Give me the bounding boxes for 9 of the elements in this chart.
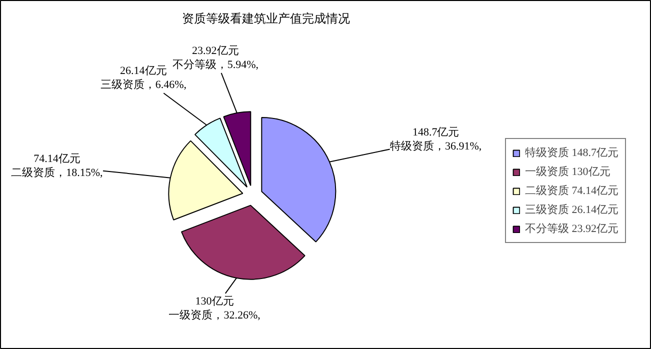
legend-label: 特级资质 148.7亿元 [525,146,618,160]
legend-label: 一级资质 130亿元 [525,165,610,179]
chart-title: 资质等级看建筑业产值完成情况 [182,12,350,26]
legend-label: 不分等级 23.92亿元 [525,222,618,236]
legend-label: 三级资质 26.14亿元 [525,203,618,217]
data-label: 148.7亿元特级资质，36.91%, [390,126,482,153]
data-label: 74.14亿元二级资质，18.15%, [11,153,104,180]
data-label: 130亿元一级资质，32.26%, [168,295,261,322]
legend-label: 二级资质 74.14亿元 [525,184,618,198]
